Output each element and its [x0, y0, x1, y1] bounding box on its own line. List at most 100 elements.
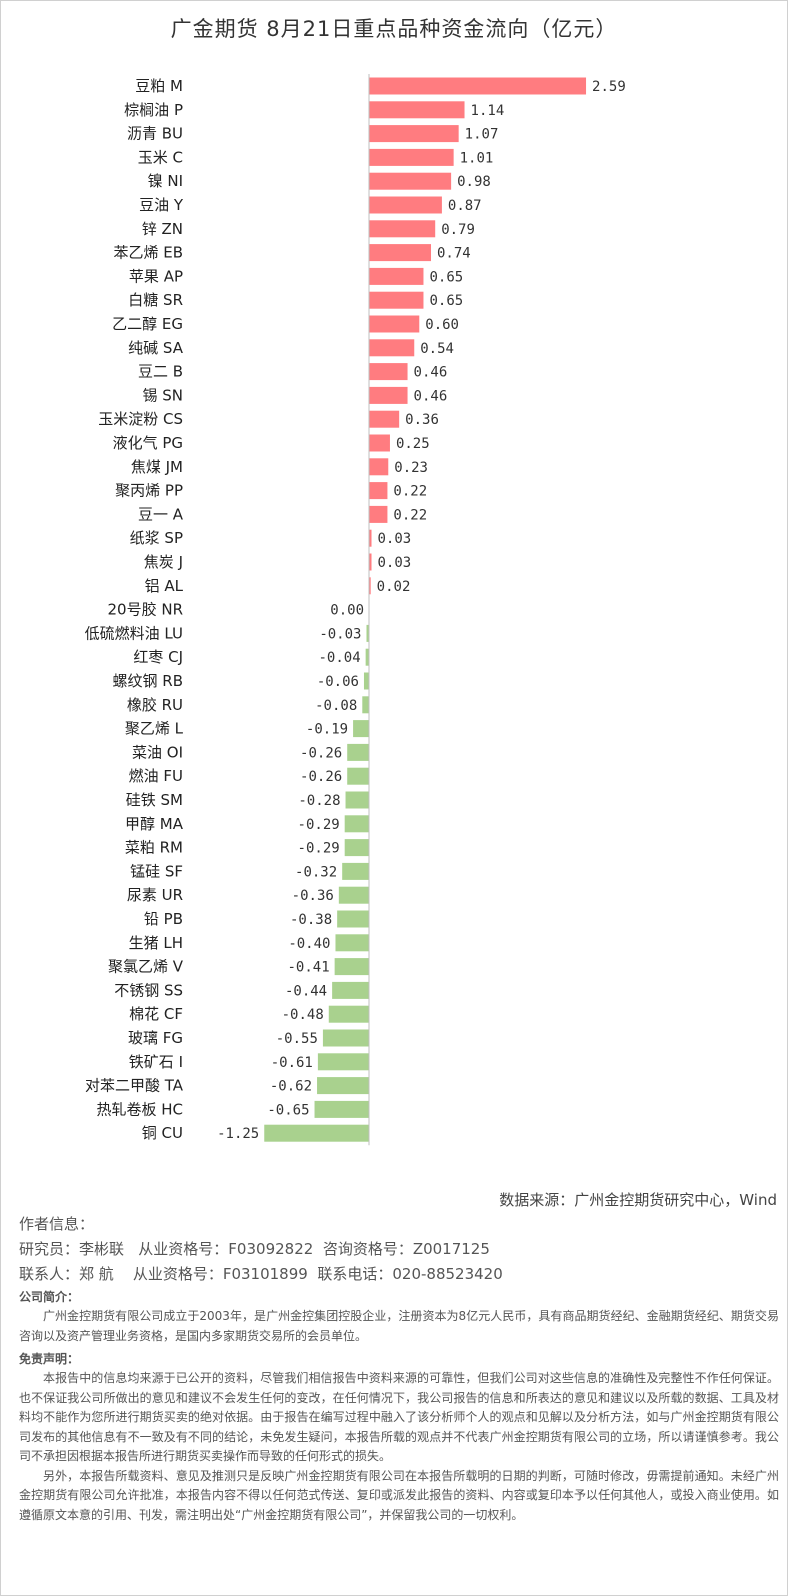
category-label: 燃油 FU — [129, 767, 183, 785]
bar — [369, 434, 390, 452]
bar — [369, 220, 436, 238]
data-label: 0.22 — [393, 507, 427, 523]
data-label: 0.03 — [378, 555, 412, 571]
category-label: 铜 CU — [142, 1124, 183, 1142]
data-label: 0.22 — [393, 484, 427, 500]
bar — [345, 791, 369, 809]
category-label: 低硫燃料油 LU — [85, 624, 183, 642]
bar — [369, 101, 465, 119]
bar — [338, 886, 369, 904]
category-label: 生猪 LH — [129, 934, 183, 952]
category-label: 聚氯乙烯 V — [108, 958, 184, 976]
data-label: 0.46 — [414, 365, 448, 381]
bar — [369, 196, 442, 214]
data-label: 0.74 — [437, 246, 471, 262]
category-label: 豆粕 M — [135, 77, 183, 95]
company-text: 广州金控期货有限公司成立于2003年，是广州金控集团控股企业，注册资本为8亿元人… — [19, 1309, 779, 1343]
bar — [365, 648, 369, 666]
bar — [369, 553, 372, 571]
bar — [347, 743, 369, 761]
category-label: 苯乙烯 EB — [113, 244, 183, 262]
disclaimer-heading: 免责声明： — [19, 1352, 80, 1366]
category-label: 聚丙烯 PP — [115, 482, 183, 500]
bar — [369, 172, 452, 190]
data-label: 0.65 — [429, 269, 463, 285]
bar — [369, 505, 388, 523]
report-info: 作者信息： 研究员：李彬联 从业资格号：F03092822 咨询资格号：Z001… — [19, 1213, 779, 1525]
bar — [332, 981, 369, 999]
data-label: -0.29 — [298, 841, 340, 857]
data-label: 0.02 — [377, 579, 411, 595]
category-label: 锡 SN — [142, 386, 183, 404]
chart-title: 广金期货 8月21日重点品种资金流向（亿元） — [170, 17, 618, 41]
bar — [369, 458, 389, 476]
category-label: 聚乙烯 L — [125, 720, 184, 738]
category-label: 焦炭 J — [144, 553, 183, 571]
disclaimer-p1: 本报告中的信息均来源于已公开的资料，尽管我们相信报告中资料来源的可靠性，但我们公… — [19, 1371, 779, 1463]
data-label: 0.60 — [425, 317, 459, 333]
author-line-2: 联系人：郑 航 从业资格号：F03101899 联系电话：020-8852342… — [19, 1265, 503, 1283]
category-label: 纸浆 SP — [130, 529, 183, 547]
category-label: 对苯二甲酸 TA — [85, 1077, 184, 1095]
category-label: 白糖 SR — [128, 291, 183, 309]
bar — [328, 1005, 369, 1023]
data-label: -0.36 — [292, 888, 334, 904]
bar — [369, 339, 415, 357]
bar — [369, 77, 587, 95]
data-label: 1.14 — [471, 103, 505, 119]
data-label: 0.25 — [396, 436, 430, 452]
bar — [342, 862, 369, 880]
data-label: -0.06 — [317, 674, 359, 690]
category-label: 纯碱 SA — [128, 339, 184, 357]
bar — [317, 1077, 369, 1095]
data-label: -0.40 — [288, 936, 330, 952]
data-label: -0.48 — [282, 1007, 324, 1023]
data-source: 数据来源：广州金控期货研究中心，Wind — [499, 1191, 777, 1209]
category-label: 玻璃 FG — [128, 1029, 183, 1047]
category-label: 玉米淀粉 CS — [98, 410, 183, 428]
category-label: 液化气 PG — [113, 434, 183, 452]
bar — [369, 386, 408, 404]
bar — [369, 482, 388, 500]
bar — [334, 958, 369, 976]
category-label: 锰硅 SF — [130, 862, 183, 880]
category-label: 棉花 CF — [129, 1005, 183, 1023]
category-label: 橡胶 RU — [127, 696, 183, 714]
bar — [264, 1124, 369, 1142]
bar — [347, 767, 369, 785]
data-label: 0.00 — [330, 603, 364, 619]
category-label: 螺纹钢 RB — [113, 672, 183, 690]
bar — [314, 1100, 369, 1118]
data-label: -1.25 — [217, 1126, 259, 1142]
data-label: 0.46 — [414, 388, 448, 404]
author-heading: 作者信息： — [19, 1215, 95, 1233]
data-label: -0.55 — [276, 1031, 318, 1047]
bar — [322, 1029, 369, 1047]
category-label: 镍 NI — [148, 172, 183, 190]
bar — [369, 410, 400, 428]
bar-chart: 豆粕 M 2.59 棕榈油 P 1.14 沥青 BU 1.07 玉米 C 1.01 镍 NI 0.… — [85, 74, 626, 1146]
bar — [369, 577, 371, 595]
bar — [337, 910, 369, 928]
data-label: 2.59 — [592, 79, 626, 95]
data-label: 1.01 — [460, 150, 494, 166]
bar — [317, 1053, 369, 1071]
bar — [369, 363, 408, 381]
data-label: -0.61 — [271, 1055, 313, 1071]
bar — [362, 696, 369, 714]
category-label: 铅 PB — [144, 910, 183, 928]
category-label: 红枣 CJ — [133, 648, 183, 666]
category-label: 热轧卷板 HC — [96, 1100, 183, 1118]
category-label: 苹果 AP — [129, 267, 183, 285]
data-label: -0.38 — [290, 912, 332, 928]
bar — [369, 267, 424, 285]
data-label: -0.44 — [285, 983, 327, 999]
category-label: 不锈钢 SS — [114, 981, 183, 999]
data-label: -0.29 — [298, 817, 340, 833]
category-label: 硅铁 SM — [126, 791, 183, 809]
data-label: -0.26 — [300, 745, 342, 761]
data-label: -0.41 — [287, 960, 329, 976]
data-label: 0.36 — [405, 412, 439, 428]
data-label: 0.65 — [429, 293, 463, 309]
data-label: -0.65 — [267, 1102, 309, 1118]
